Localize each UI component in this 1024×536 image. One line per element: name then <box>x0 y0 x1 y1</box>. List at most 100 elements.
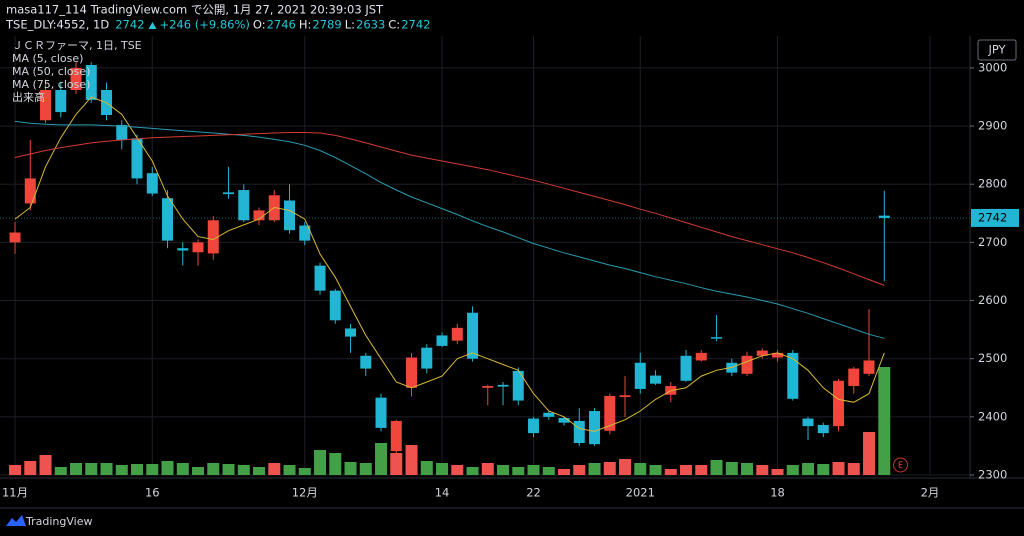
volume-bar <box>558 469 571 475</box>
volume-bar <box>847 463 860 475</box>
currency: JPY <box>987 43 1006 57</box>
ma-line <box>14 96 885 432</box>
candle-body <box>223 192 235 195</box>
brand: TradingView <box>6 515 92 528</box>
plot: 2300 2400 2500 2600 2700 2800 2900 3000 11月 16 12月… <box>0 36 1019 500</box>
volume-bar <box>710 460 723 475</box>
y-tick-label: 3000 <box>978 60 1007 74</box>
candle-body <box>772 352 784 358</box>
volume-bar <box>9 465 22 475</box>
candle-body <box>207 220 219 254</box>
ohlc-label: L: <box>345 18 355 32</box>
candle-body <box>512 370 524 401</box>
legend-entry: 出来高 <box>12 90 45 104</box>
candle-body <box>238 190 250 221</box>
candle-body <box>116 124 128 141</box>
volume-bar <box>497 465 510 475</box>
volume-bar <box>375 443 388 475</box>
header-quote: TSE_DLY:4552, 1D 2742 +246 (+9.86%) O: 2746… <box>5 18 430 32</box>
candle-body <box>436 335 448 346</box>
candle-body <box>878 215 890 218</box>
volume-bar <box>756 465 769 475</box>
candle-body <box>467 312 479 359</box>
x-tick-label: 12月 <box>292 486 318 500</box>
y-tick-label: 2500 <box>978 351 1007 365</box>
volume-bar <box>573 465 586 475</box>
y-tick-label: 2600 <box>978 293 1007 307</box>
volume-bar <box>222 464 235 475</box>
candle-body <box>833 380 845 427</box>
candle-body <box>9 232 21 243</box>
candle-body <box>650 375 662 384</box>
volume-bar <box>512 467 525 475</box>
volume-bar <box>131 464 144 475</box>
candle-body <box>558 418 570 423</box>
candle-body <box>756 350 768 356</box>
volume-bar <box>24 461 37 475</box>
x-tick-label: 18 <box>770 486 785 500</box>
candle-body <box>375 397 387 428</box>
volume-bar <box>176 463 189 475</box>
ohlc-label: H: <box>299 18 312 32</box>
candle-body <box>528 418 540 434</box>
candle-body <box>589 411 601 445</box>
currency-box <box>977 39 1017 61</box>
candle-body <box>70 67 82 91</box>
x-tick-label: 16 <box>145 486 160 500</box>
volume-bar <box>603 462 616 475</box>
candle-body <box>421 347 433 369</box>
candle-body <box>741 355 753 374</box>
volume-bar <box>192 467 205 475</box>
volume-bar <box>100 463 113 475</box>
candle-body <box>345 328 357 337</box>
volume-bar <box>634 463 647 475</box>
y-tick-label: 2300 <box>978 468 1007 482</box>
candle-body <box>162 198 174 241</box>
volume-bar <box>207 463 220 475</box>
candle-body <box>85 65 97 100</box>
change: +246 (+9.86%) <box>159 18 249 32</box>
price-tag-label: 2742 <box>978 210 1007 224</box>
candle-body <box>314 265 326 291</box>
y-tick-label: 2700 <box>978 235 1007 249</box>
candle-body <box>146 173 158 194</box>
volume-bar <box>253 467 266 475</box>
candle-body <box>604 395 616 431</box>
y-tick-label: 2800 <box>978 177 1007 191</box>
candle-body <box>284 200 296 231</box>
ohlc-label: O: <box>253 18 266 32</box>
event-marker <box>893 457 909 473</box>
volume-bar <box>359 463 372 475</box>
volume-bar <box>588 463 601 475</box>
volume-bar <box>85 463 98 475</box>
volume-bar <box>436 463 449 475</box>
symbol: TSE_DLY:4552, 1D <box>5 18 109 32</box>
candle-body <box>497 384 509 387</box>
ma-line <box>14 132 885 286</box>
candle-body <box>680 355 692 381</box>
volume-bar <box>405 445 418 475</box>
volume-bar <box>527 465 540 475</box>
candle-body <box>131 138 143 179</box>
volume-bar <box>695 465 708 475</box>
volume-bar <box>878 367 891 475</box>
ohlc-value: 2789 <box>312 18 341 32</box>
volume-bar <box>344 462 357 475</box>
volume-bar <box>466 467 479 475</box>
legend-entry: MA (50, close) <box>12 65 90 78</box>
x-tick-label: 14 <box>435 486 450 500</box>
y-tick-label: 2400 <box>978 409 1007 423</box>
candle-body <box>24 178 36 204</box>
volume-bar <box>786 465 799 475</box>
candle-body <box>253 210 265 221</box>
candle-body <box>711 337 723 339</box>
up-arrow <box>148 22 157 29</box>
y-tick-label: 2900 <box>978 119 1007 133</box>
candle-body <box>177 248 189 251</box>
candle-body <box>619 395 631 398</box>
volume-bar <box>70 463 83 475</box>
volume-bar <box>390 453 403 475</box>
volume-bar <box>39 455 52 475</box>
